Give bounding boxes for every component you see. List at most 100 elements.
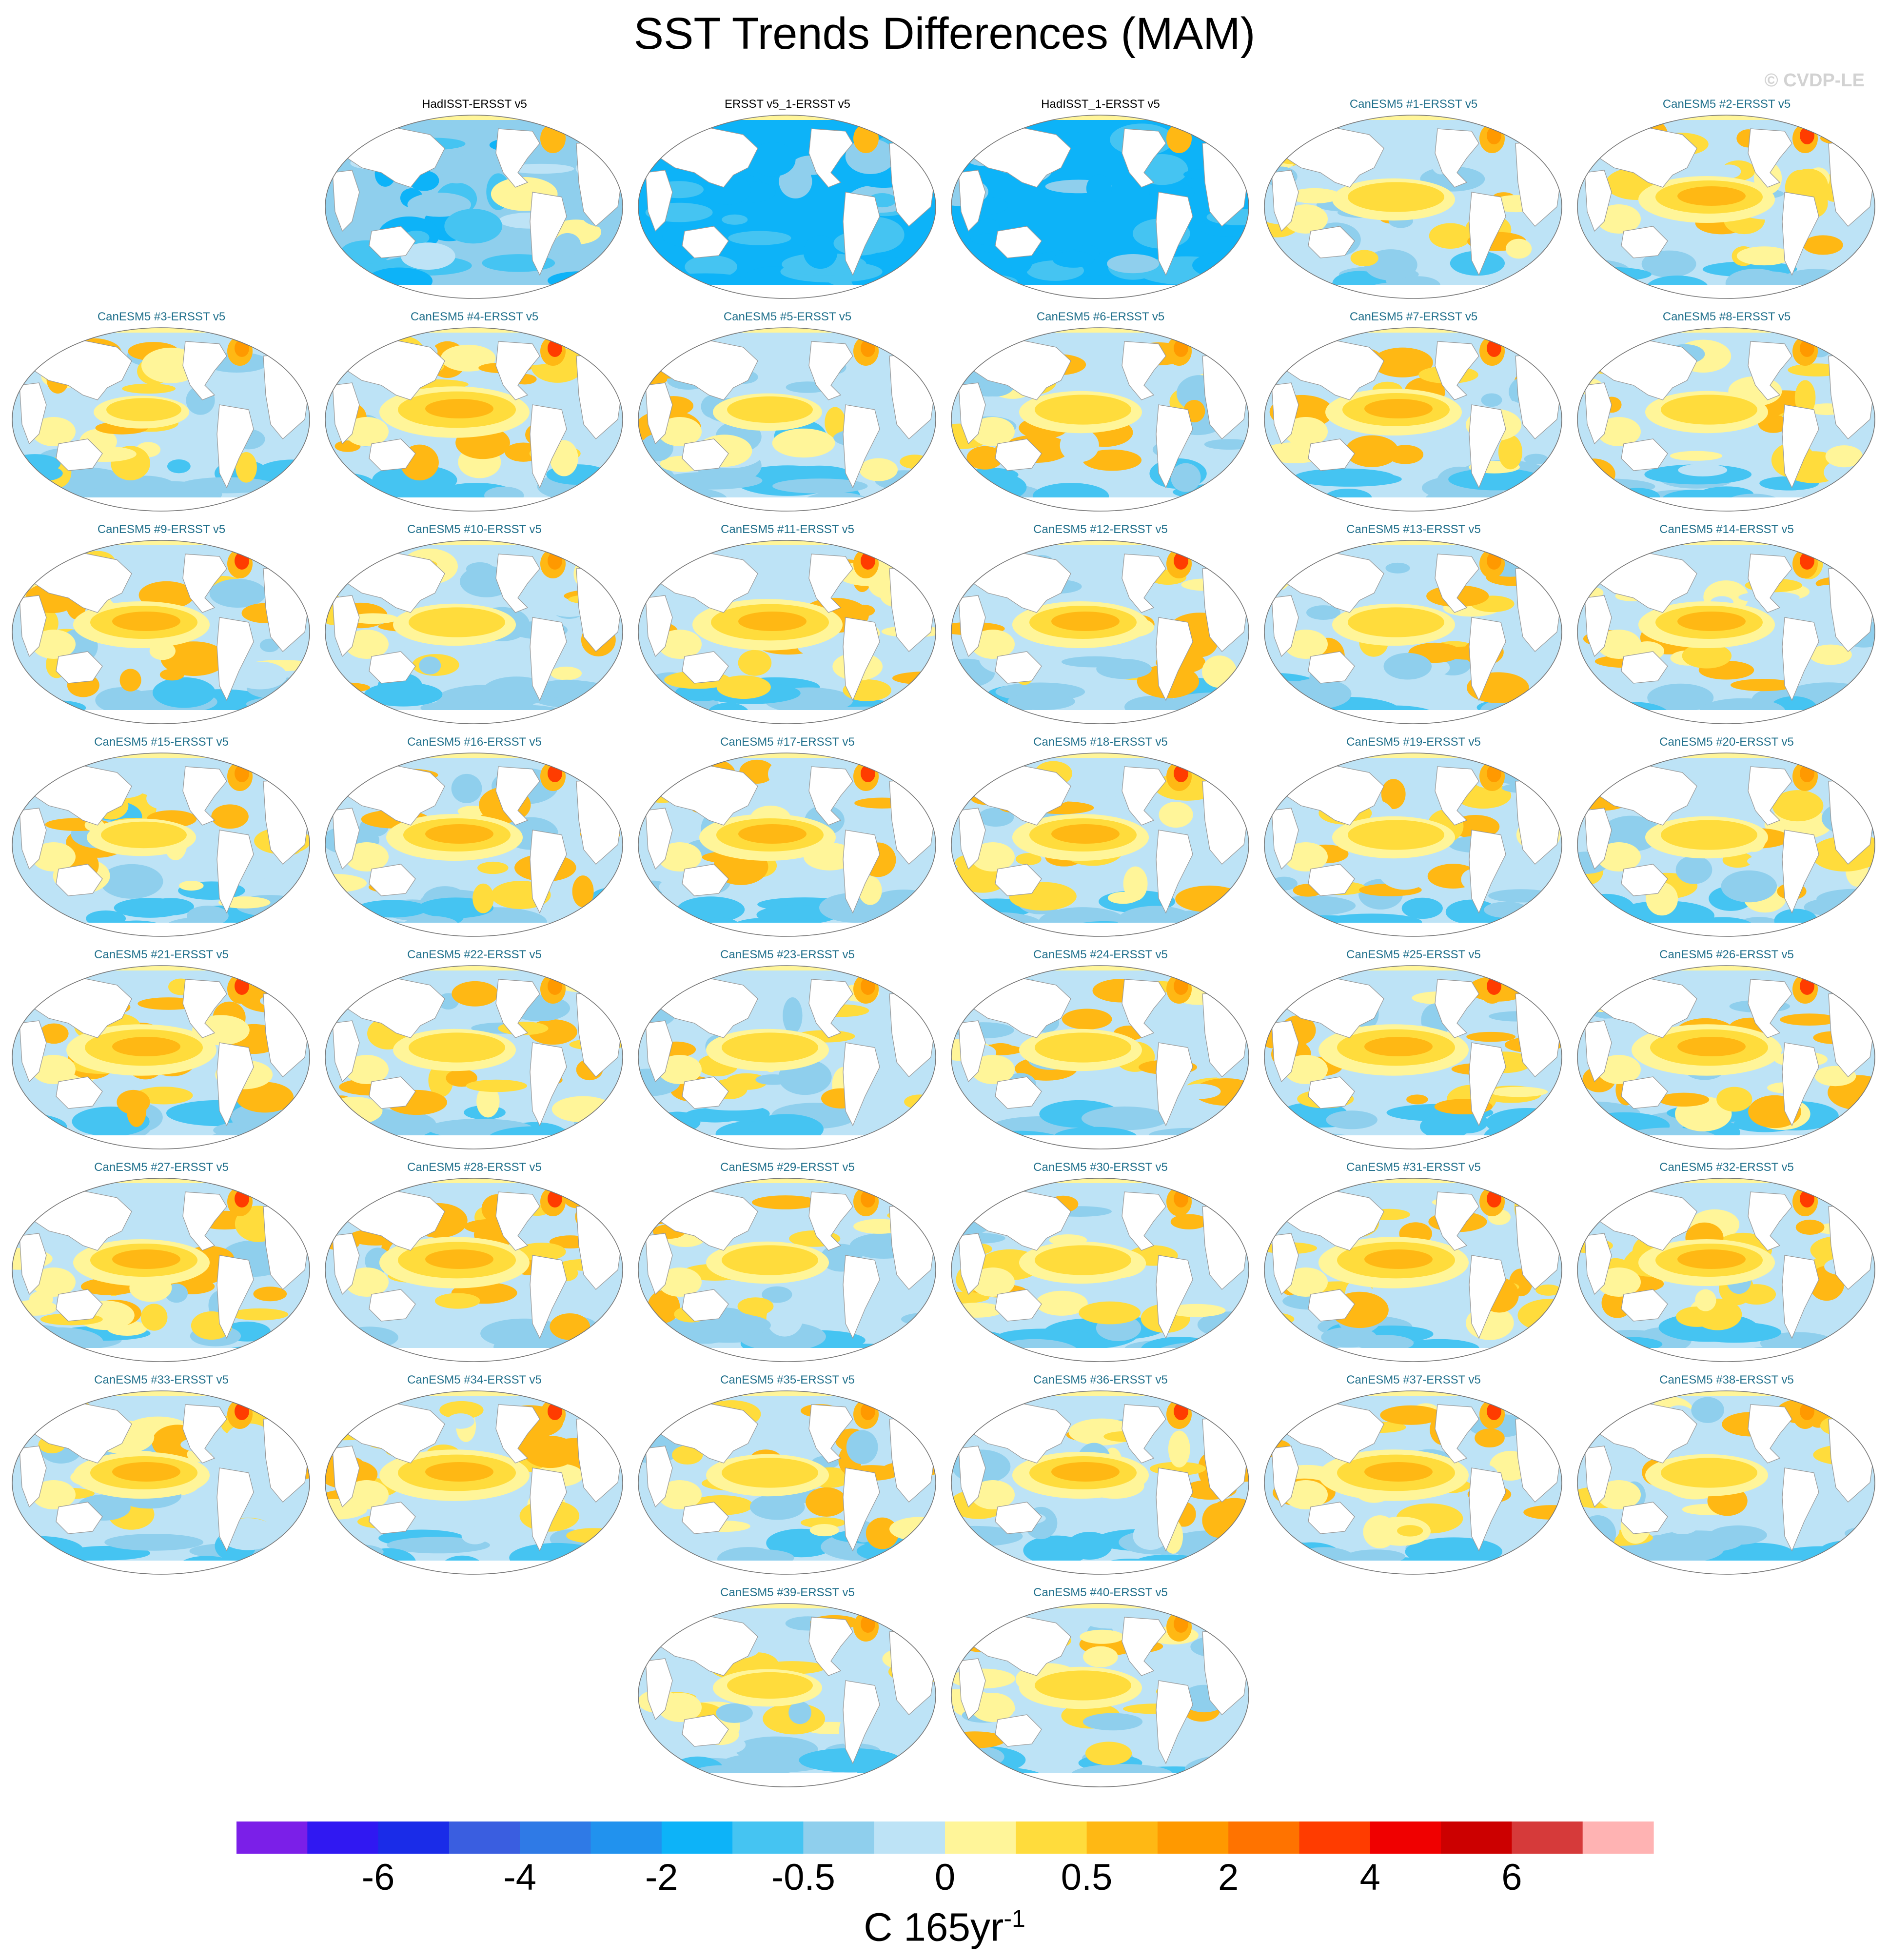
- map-panel: CanESM5 #16-ERSST v5: [318, 735, 631, 948]
- map-panel: HadISST-ERSST v5: [318, 98, 631, 310]
- colorbar-tick-label: 0.5: [1061, 1857, 1113, 1898]
- map-panel-grid: HadISST-ERSST v5 ERSST v5_1-ERSST v5 HadIS…: [5, 98, 1883, 1799]
- map-panel: CanESM5 #15-ERSST v5: [5, 735, 318, 948]
- colorbar-unit-text: C 165yr: [864, 1905, 1004, 1950]
- map-panel: CanESM5 #36-ERSST v5: [944, 1373, 1257, 1586]
- panel-title: CanESM5 #31-ERSST v5: [1346, 1161, 1481, 1174]
- panel-title: HadISST-ERSST v5: [422, 98, 527, 111]
- panel-title: CanESM5 #17-ERSST v5: [720, 735, 855, 749]
- panel-title: CanESM5 #29-ERSST v5: [720, 1161, 855, 1174]
- panel-title: CanESM5 #16-ERSST v5: [407, 735, 542, 749]
- map-panel: CanESM5 #31-ERSST v5: [1257, 1161, 1570, 1373]
- map-panel: CanESM5 #30-ERSST v5: [944, 1161, 1257, 1373]
- panel-title: CanESM5 #15-ERSST v5: [94, 735, 229, 749]
- map-globe: [951, 965, 1249, 1149]
- map-globe: [1577, 965, 1875, 1149]
- colorbar-segment: [449, 1821, 520, 1854]
- panel-title: CanESM5 #26-ERSST v5: [1659, 948, 1794, 961]
- map-globe: [951, 752, 1249, 937]
- map-globe: [1264, 752, 1562, 937]
- colorbar-segment: [1441, 1821, 1512, 1854]
- panel-title: CanESM5 #11-ERSST v5: [721, 523, 854, 536]
- panel-title: CanESM5 #34-ERSST v5: [407, 1373, 542, 1386]
- panel-title: CanESM5 #9-ERSST v5: [97, 523, 226, 536]
- map-globe: [638, 327, 936, 512]
- panel-title: CanESM5 #39-ERSST v5: [720, 1586, 855, 1599]
- panel-title: CanESM5 #33-ERSST v5: [94, 1373, 229, 1386]
- map-globe: [1577, 1178, 1875, 1362]
- colorbar-segment: [590, 1821, 662, 1854]
- panel-title: CanESM5 #10-ERSST v5: [407, 523, 542, 536]
- map-panel: CanESM5 #28-ERSST v5: [318, 1161, 631, 1373]
- panel-title: CanESM5 #14-ERSST v5: [1659, 523, 1794, 536]
- panel-title: CanESM5 #24-ERSST v5: [1033, 948, 1168, 961]
- colorbar-tick-label: -4: [503, 1857, 536, 1898]
- colorbar-segment: [307, 1821, 379, 1854]
- map-panel: CanESM5 #6-ERSST v5: [944, 310, 1257, 523]
- colorbar-segment: [874, 1821, 945, 1854]
- map-globe: [1264, 115, 1562, 299]
- map-globe: [325, 115, 623, 299]
- map-panel: CanESM5 #37-ERSST v5: [1257, 1373, 1570, 1586]
- map-globe: [325, 752, 623, 937]
- map-globe: [12, 1178, 310, 1362]
- map-globe: [638, 752, 936, 937]
- colorbar: -6 -4 -2 -0.5 0 0.5 2 4 6: [236, 1821, 1654, 1898]
- map-panel: CanESM5 #20-ERSST v5: [1570, 735, 1883, 948]
- map-globe: [1577, 327, 1875, 512]
- map-panel: CanESM5 #5-ERSST v5: [631, 310, 944, 523]
- map-panel: CanESM5 #10-ERSST v5: [318, 523, 631, 735]
- copyright-watermark: © CVDP-LE: [1764, 70, 1865, 91]
- panel-title: CanESM5 #25-ERSST v5: [1346, 948, 1481, 961]
- colorbar-segment: [1016, 1821, 1087, 1854]
- map-globe: [951, 115, 1249, 299]
- map-globe: [1264, 327, 1562, 512]
- map-globe: [325, 1390, 623, 1575]
- map-panel: CanESM5 #8-ERSST v5: [1570, 310, 1883, 523]
- map-panel: CanESM5 #11-ERSST v5: [631, 523, 944, 735]
- map-panel: CanESM5 #18-ERSST v5: [944, 735, 1257, 948]
- map-panel: HadISST_1-ERSST v5: [944, 98, 1257, 310]
- map-panel: CanESM5 #24-ERSST v5: [944, 948, 1257, 1161]
- panel-title: CanESM5 #2-ERSST v5: [1662, 98, 1791, 111]
- map-globe: [12, 752, 310, 937]
- colorbar-segment: [1228, 1821, 1300, 1854]
- map-panel: CanESM5 #27-ERSST v5: [5, 1161, 318, 1373]
- map-globe: [951, 327, 1249, 512]
- map-globe: [1264, 965, 1562, 1149]
- map-globe: [638, 115, 936, 299]
- map-globe: [12, 1390, 310, 1575]
- map-panel: ERSST v5_1-ERSST v5: [631, 98, 944, 310]
- panel-title: CanESM5 #12-ERSST v5: [1033, 523, 1168, 536]
- colorbar-segment: [803, 1821, 875, 1854]
- map-globe: [638, 1603, 936, 1787]
- panel-title: ERSST v5_1-ERSST v5: [725, 98, 850, 111]
- panel-title: CanESM5 #6-ERSST v5: [1036, 310, 1165, 323]
- panel-title: CanESM5 #38-ERSST v5: [1659, 1373, 1794, 1386]
- panel-title: CanESM5 #27-ERSST v5: [94, 1161, 229, 1174]
- panel-title: CanESM5 #1-ERSST v5: [1349, 98, 1478, 111]
- map-panel: CanESM5 #25-ERSST v5: [1257, 948, 1570, 1161]
- colorbar-tick-label: -0.5: [771, 1857, 835, 1898]
- map-globe: [1264, 1390, 1562, 1575]
- figure-title: SST Trends Differences (MAM): [633, 9, 1256, 59]
- map-panel: CanESM5 #13-ERSST v5: [1257, 523, 1570, 735]
- colorbar-tick-label: 0: [935, 1857, 955, 1898]
- map-panel: CanESM5 #33-ERSST v5: [5, 1373, 318, 1586]
- map-panel: CanESM5 #35-ERSST v5: [631, 1373, 944, 1586]
- map-globe: [638, 1390, 936, 1575]
- map-panel: CanESM5 #17-ERSST v5: [631, 735, 944, 948]
- panel-title: CanESM5 #21-ERSST v5: [94, 948, 229, 961]
- colorbar-segment: [1370, 1821, 1441, 1854]
- colorbar-segment: [1086, 1821, 1158, 1854]
- map-globe: [1577, 1390, 1875, 1575]
- panel-title: CanESM5 #18-ERSST v5: [1033, 735, 1168, 749]
- map-globe: [325, 1178, 623, 1362]
- colorbar-unit-exponent: -1: [1004, 1905, 1025, 1932]
- colorbar-tick-label: -2: [645, 1857, 678, 1898]
- colorbar-segment: [732, 1821, 804, 1854]
- panel-title: HadISST_1-ERSST v5: [1041, 98, 1160, 111]
- map-globe: [638, 1178, 936, 1362]
- map-panel: CanESM5 #7-ERSST v5: [1257, 310, 1570, 523]
- map-panel: CanESM5 #39-ERSST v5: [631, 1586, 944, 1799]
